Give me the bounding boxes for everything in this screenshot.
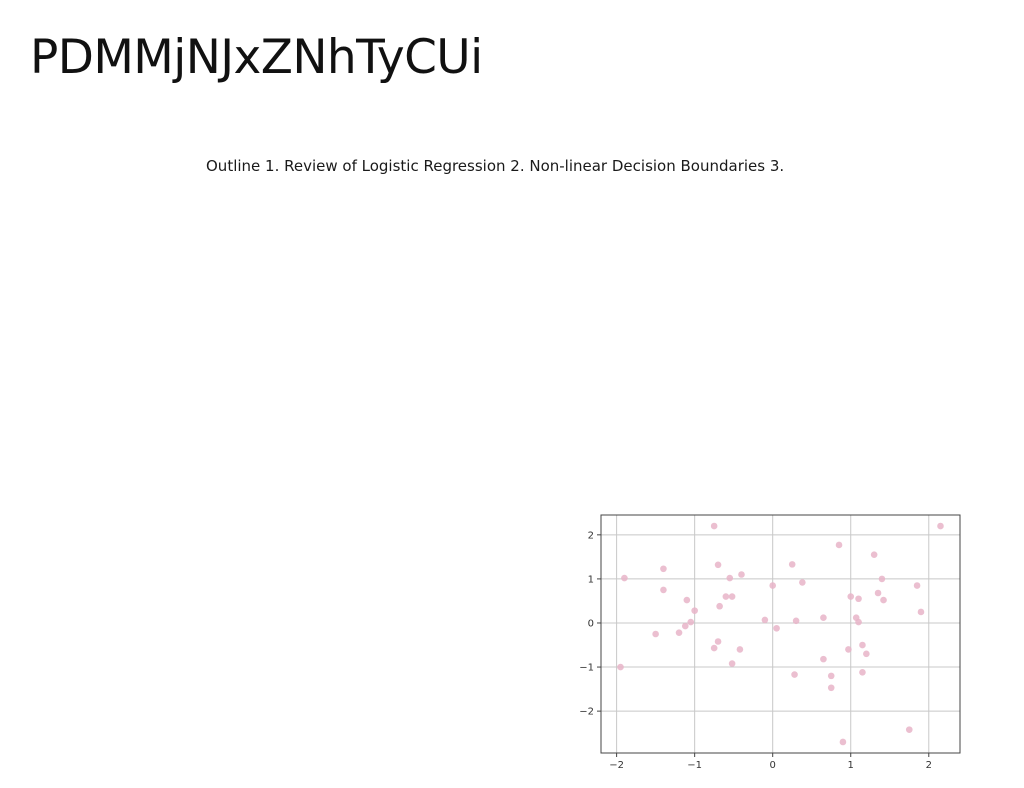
- scatter-point: [675, 629, 683, 636]
- scatter-point: [855, 595, 862, 603]
- scatter-chart: −2 −1 0 1 2 2 1 0 −1 −2: [574, 507, 974, 777]
- y-axis-ticks: 2 1 0 −1 −2: [579, 530, 601, 718]
- scatter-point: [859, 669, 866, 676]
- x-tick-label: −2: [609, 760, 624, 771]
- y-tick-label: −1: [579, 663, 594, 674]
- x-tick-label: 0: [770, 760, 776, 771]
- scatter-point: [769, 582, 776, 589]
- y-tick-label: 1: [588, 574, 594, 585]
- scatter-point: [617, 663, 624, 671]
- y-tick-label: 2: [588, 530, 594, 541]
- scatter-point: [738, 571, 745, 578]
- scatter-point: [839, 738, 847, 746]
- y-tick-label: −2: [579, 707, 594, 718]
- scatter-point: [820, 655, 827, 663]
- scatter-point: [870, 551, 878, 558]
- scatter-point: [683, 596, 691, 604]
- scatter-point: [835, 541, 843, 549]
- scatter-point: [880, 596, 887, 604]
- scatter-point: [722, 593, 730, 600]
- scatter-point: [820, 614, 827, 621]
- scatter-point: [855, 618, 862, 626]
- plot-frame: [600, 514, 961, 754]
- scatter-point: [710, 644, 718, 652]
- scatter-point: [799, 579, 806, 586]
- scatter-point: [863, 650, 870, 658]
- scatter-point: [917, 608, 925, 616]
- scatter-point: [728, 660, 736, 667]
- scatter-point: [621, 574, 628, 582]
- scatter-point: [792, 617, 800, 625]
- scatter-point: [878, 575, 886, 583]
- scatter-point: [728, 593, 736, 600]
- scatter-points: [617, 522, 944, 746]
- scatter-point: [859, 641, 866, 649]
- scatter-point: [726, 574, 734, 582]
- scatter-point: [714, 561, 722, 569]
- scatter-point: [845, 646, 852, 653]
- scatter-point: [773, 624, 780, 632]
- x-axis-ticks: −2 −1 0 1 2: [609, 753, 932, 771]
- scatter-point: [660, 565, 667, 573]
- scatter-point: [913, 582, 921, 589]
- scatter-point: [691, 607, 698, 614]
- scatter-plot-svg: −2 −1 0 1 2 2 1 0 −1 −2: [579, 514, 961, 771]
- scatter-point: [681, 622, 689, 630]
- scatter-point: [687, 618, 695, 626]
- scatter-point: [827, 672, 835, 680]
- scatter-point: [714, 638, 722, 645]
- scatter-point: [905, 726, 913, 733]
- scatter-point: [710, 522, 718, 530]
- y-tick-label: 0: [588, 618, 594, 629]
- scatter-point: [827, 684, 835, 692]
- x-tick-label: −1: [687, 760, 702, 771]
- scatter-point: [791, 671, 798, 678]
- scatter-point: [736, 646, 744, 653]
- scatter-point: [788, 561, 796, 568]
- scatter-point: [716, 602, 723, 610]
- x-tick-label: 2: [926, 760, 932, 771]
- x-tick-label: 1: [848, 760, 854, 771]
- scatter-point: [761, 616, 769, 624]
- scatter-point: [847, 593, 855, 600]
- scatter-point: [874, 589, 882, 597]
- slide-title: PDMMjNJxZNhTyCUi: [30, 30, 483, 85]
- scatter-point: [937, 522, 944, 530]
- grid-lines: [601, 515, 960, 753]
- slide-body-text: Outline 1. Review of Logistic Regression…: [206, 157, 785, 175]
- scatter-point: [652, 630, 659, 638]
- scatter-point: [660, 586, 667, 594]
